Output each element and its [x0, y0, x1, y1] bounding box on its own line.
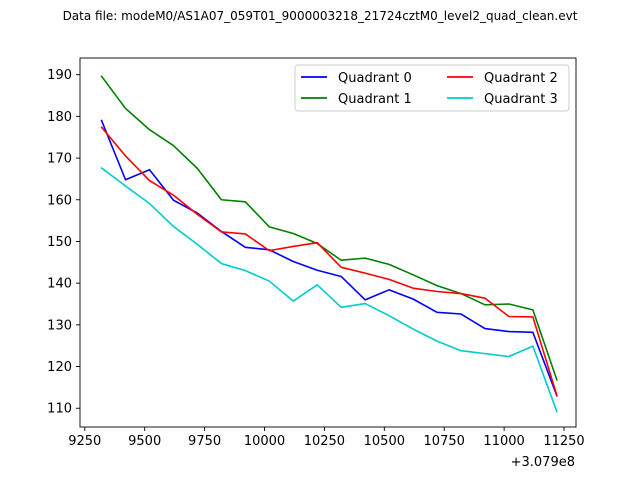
x-axis: 9250 9500 9750 10000 10250 10500 10750 11000 112… [68, 427, 585, 449]
y-tick-label: 150 [47, 235, 72, 250]
plot-frame [79, 57, 577, 428]
y-tick-label: 140 [47, 277, 72, 292]
series-line-3 [100, 166, 558, 413]
legend: Quadrant 0 Quadrant 1 Quadrant 2 Quadrant 3 [294, 64, 570, 112]
y-tick-label: 120 [47, 360, 72, 375]
x-tick-label: 11000 [483, 434, 524, 449]
y-tick-label: 160 [47, 193, 72, 208]
x-tick-label: 10750 [424, 434, 465, 449]
legend-box [294, 64, 570, 112]
x-tick-label: 10000 [244, 434, 285, 449]
x-tick-label: 9750 [188, 434, 221, 449]
y-tick-label: 170 [47, 152, 72, 167]
x-tick-label: 10500 [364, 434, 405, 449]
x-tick-label: 9250 [68, 434, 101, 449]
series-line-2 [100, 126, 558, 397]
x-tick-label: 9500 [128, 434, 161, 449]
x-tick-label: 10250 [304, 434, 345, 449]
series-line-1 [100, 75, 558, 381]
legend-label-2: Quadrant 2 [484, 71, 558, 86]
legend-label-3: Quadrant 3 [484, 92, 558, 107]
y-tick-label: 190 [47, 68, 72, 83]
y-tick-label: 130 [47, 318, 72, 333]
plot-area [79, 57, 577, 428]
y-tick-label: 110 [47, 402, 72, 417]
legend-label-0: Quadrant 0 [338, 71, 412, 86]
x-tick-label: 11250 [543, 434, 584, 449]
series-line-0 [100, 119, 558, 397]
x-axis-offset-label: +3.079e8 [511, 455, 575, 470]
chart-title: Data file: modeM0/AS1A07_059T01_90000032… [63, 9, 578, 23]
y-tick-label: 180 [47, 110, 72, 125]
y-axis: 110 120 130 140 150 160 170 180 190 [47, 68, 80, 417]
legend-label-1: Quadrant 1 [338, 92, 412, 107]
